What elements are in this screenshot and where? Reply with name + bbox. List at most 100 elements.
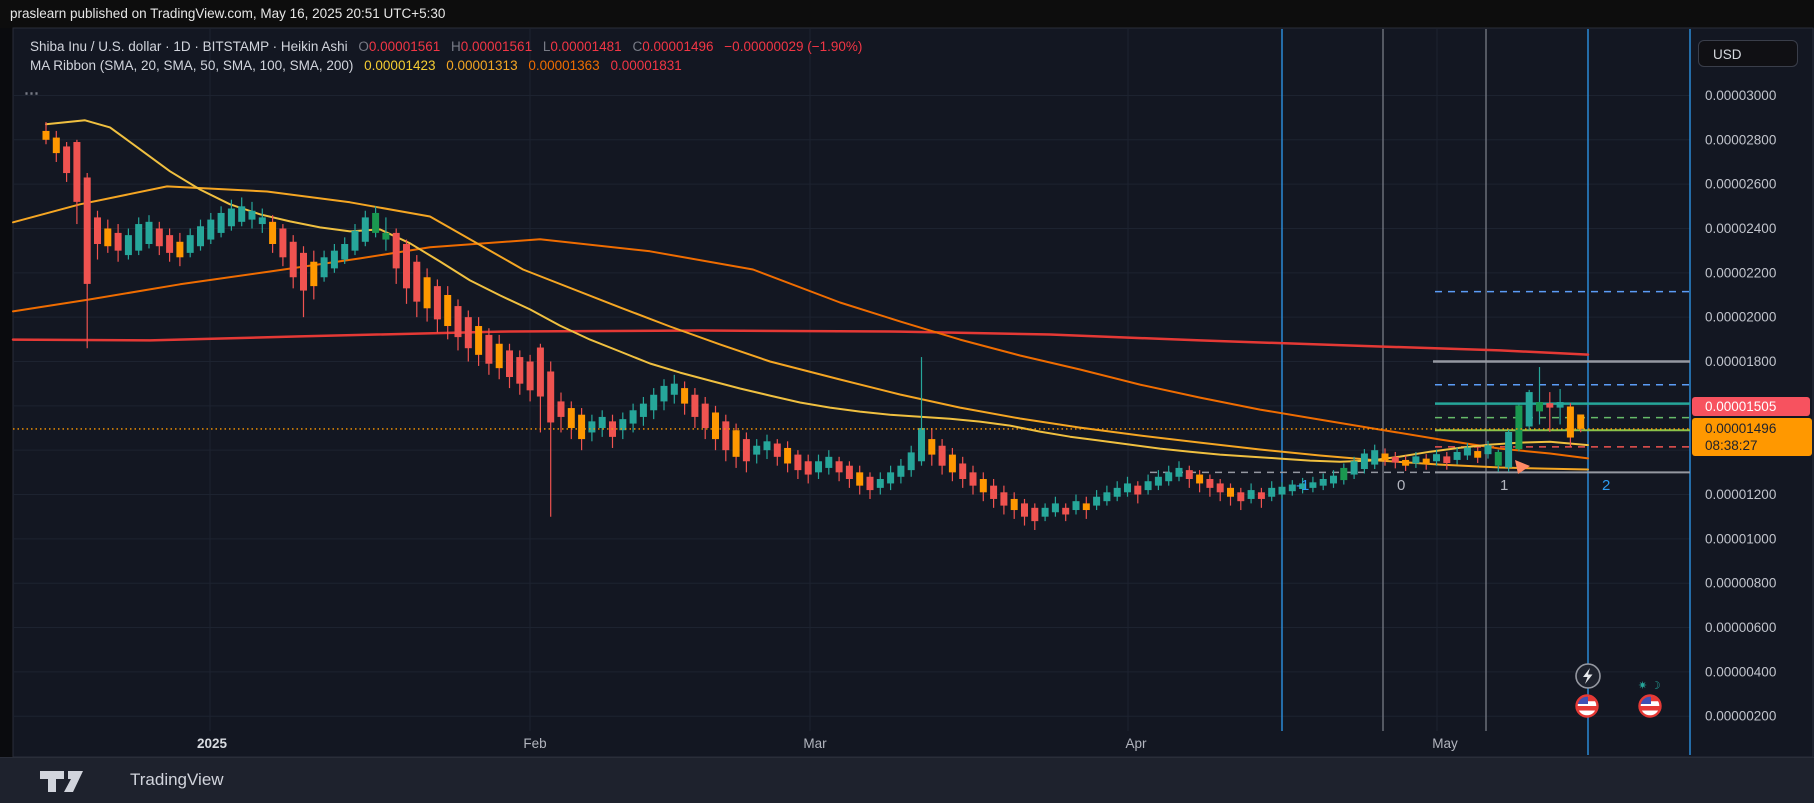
candle-body (1113, 487, 1121, 497)
candle-body (1536, 402, 1543, 412)
candle-body (63, 146, 71, 174)
time-cycle-lines[interactable] (1281, 29, 1691, 755)
ma-ribbon-title: MA Ribbon (SMA, 20, SMA, 50, SMA, 100, S… (30, 58, 354, 73)
candle-body (279, 228, 287, 258)
candle-body (454, 306, 462, 338)
event-decor-icon: ✷ ☽ (1638, 679, 1661, 692)
candle-body (506, 350, 513, 378)
candle-body (1422, 458, 1430, 465)
candle-body (423, 277, 431, 309)
close-value: 0.00001496 (642, 39, 714, 54)
candle-body (155, 228, 163, 247)
candle-body (536, 347, 544, 397)
price-axis-label: 0.00001200 (1705, 487, 1776, 502)
candle-body (598, 416, 606, 429)
candle-body (907, 452, 915, 471)
close-label: C (632, 39, 643, 54)
chart-area[interactable] (12, 27, 1814, 758)
candle-body (650, 394, 658, 411)
candle-body (1062, 507, 1070, 515)
candle-body (94, 217, 101, 244)
footer-bar: TradingView (0, 757, 1814, 803)
candle-body (619, 419, 627, 431)
candle-body (918, 428, 925, 462)
candle-body (1402, 459, 1410, 466)
candle-body (938, 445, 946, 466)
candle-body (392, 232, 400, 269)
candle-body (83, 177, 91, 284)
candle-body (1051, 503, 1059, 513)
candle-body (475, 326, 483, 355)
candle-body (176, 241, 184, 258)
candle-body (382, 232, 390, 240)
candle-body (124, 235, 132, 256)
candle-body (1154, 476, 1162, 486)
candle-body (1309, 482, 1317, 488)
low-label: L (542, 39, 551, 54)
price-axis-label: 0.00002200 (1705, 265, 1776, 280)
candle-body (835, 461, 843, 473)
candle-body (1525, 392, 1533, 427)
candle-body (197, 226, 204, 247)
candle-body (742, 439, 750, 462)
low-value: 0.00001481 (550, 39, 622, 54)
candle-body (979, 479, 987, 493)
candle-body (773, 443, 781, 457)
candle-body (990, 485, 998, 499)
candle-body (1031, 507, 1039, 522)
candle-body (969, 472, 977, 486)
time-axis-label: Mar (803, 736, 827, 751)
candle-body (1556, 402, 1564, 408)
time-axis[interactable]: 2025 Feb Mar Apr May (197, 736, 1458, 751)
us-flag-icon[interactable] (1575, 694, 1599, 718)
candle-body (372, 212, 380, 233)
candle-body (578, 414, 586, 440)
candle-body (1443, 456, 1451, 464)
price-axis-label: 0.00002000 (1705, 310, 1776, 325)
candle-body (310, 261, 318, 287)
lightning-icon[interactable] (1575, 663, 1601, 689)
candle-body (1237, 492, 1245, 502)
candle-body (1216, 483, 1224, 493)
us-flag-icon[interactable]: ✷ ☽ (1638, 679, 1662, 718)
symbol-legend-row[interactable]: Shiba Inu / U.S. dollar · 1D · BITSTAMP … (30, 37, 862, 56)
candle-body (825, 456, 833, 468)
candle-body (1206, 479, 1214, 488)
candle-body (135, 224, 143, 251)
legend-more-button[interactable]: ⋯ (24, 85, 40, 102)
candle-body (948, 454, 956, 473)
candle-body (433, 286, 441, 320)
candle-body (104, 228, 112, 247)
tradingview-logo-icon[interactable] (38, 769, 122, 793)
candle-body (732, 430, 740, 457)
candle-body (1196, 474, 1204, 484)
price-axis-label: 0.00001800 (1705, 354, 1776, 369)
price-axis-label: 0.00000600 (1705, 620, 1776, 635)
price-axis-label: 0.00000400 (1705, 664, 1776, 679)
candle-body (114, 232, 122, 251)
currency-toggle-button[interactable]: USD (1698, 40, 1798, 67)
time-axis-label: Feb (523, 736, 546, 751)
candle-body (887, 472, 895, 484)
candle-body (681, 388, 689, 404)
candle-body (763, 441, 771, 451)
candle-body (670, 383, 678, 395)
tradingview-wordmark[interactable]: TradingView (130, 770, 224, 789)
time-axis-label: 2025 (197, 736, 228, 751)
price-axis-label: 0.00002600 (1705, 177, 1776, 192)
candle-body (217, 212, 225, 233)
candle-body (413, 261, 421, 302)
current-price-badge (1692, 418, 1812, 456)
candle-body (258, 217, 266, 225)
candle-body (238, 206, 246, 222)
candle-body (804, 461, 812, 475)
candle-body (166, 235, 174, 253)
candle-body (1515, 405, 1523, 450)
candle-body (248, 210, 256, 220)
indicator-legend-row[interactable]: MA Ribbon (SMA, 20, SMA, 50, SMA, 100, S… (30, 56, 862, 75)
time-axis-label: Apr (1125, 736, 1147, 751)
candle-body (1165, 472, 1173, 482)
time-axis-label: May (1432, 736, 1458, 751)
cycle-label: -1 (1296, 477, 1309, 494)
